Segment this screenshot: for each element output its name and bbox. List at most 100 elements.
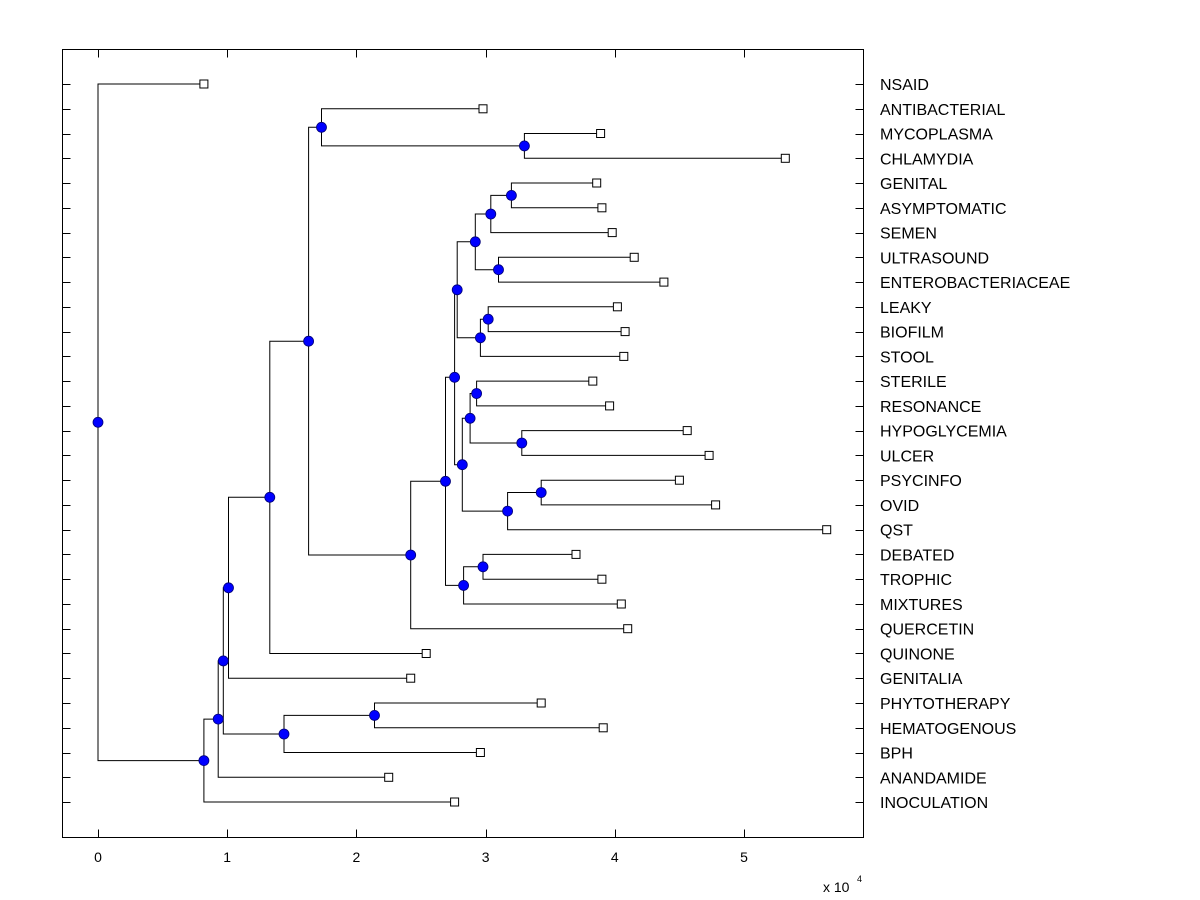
leaf-labels: NSAID ANTIBACTERIAL MYCOPLASMA CHLAMYDIA GEN… (880, 77, 1070, 812)
leaf-marker (384, 772, 394, 782)
tree-edge (222, 660, 284, 735)
x-tick-label: 3 (482, 849, 490, 865)
internal-node (535, 487, 547, 498)
internal-node (502, 505, 514, 517)
leaf-marker (597, 574, 607, 584)
internal-node (264, 491, 276, 503)
leaf-marker (623, 624, 633, 634)
internal-node (505, 189, 517, 201)
leaf-label: STERILE (880, 374, 947, 391)
internal-node (212, 713, 224, 725)
leaf-marker (612, 302, 622, 312)
leaf-marker (450, 797, 460, 807)
leaf-label: ULCER (880, 448, 934, 465)
leaf-label: RESONANCE (880, 399, 981, 416)
x-tick-label: 1 (223, 849, 231, 865)
tree-edge (321, 108, 483, 128)
leaf-marker (704, 450, 714, 460)
leaf-marker (780, 153, 790, 163)
tree-edge (507, 492, 542, 512)
tree-edge (410, 480, 446, 555)
tree-edge (283, 734, 481, 753)
tree-edge (283, 714, 375, 734)
x-multiplier-label: x 10 (823, 879, 850, 895)
leaf-label: MYCOPLASMA (880, 127, 993, 144)
internal-node (303, 335, 315, 347)
internal-node (451, 284, 463, 296)
leaf-label: PHYTOTHERAPY (880, 696, 1011, 713)
tree-edge (269, 497, 427, 654)
axis-ticks (62, 49, 864, 838)
leaf-label: LEAKY (880, 300, 932, 317)
tree-edge (217, 719, 389, 778)
leaf-label: GENITALIA (880, 671, 963, 688)
leaf-label: MIXTURES (880, 597, 963, 614)
leaf-label: BIOFILM (880, 325, 944, 342)
internal-node (278, 728, 290, 740)
internal-node (92, 416, 104, 428)
leaf-marker (596, 129, 606, 138)
leaf-marker (659, 277, 669, 287)
internal-node (405, 549, 417, 561)
leaf-marker (619, 351, 629, 361)
internal-node (471, 388, 483, 399)
leaf-marker (592, 178, 602, 188)
tree-edge (228, 496, 270, 588)
leaf-label: PSYCINFO (880, 473, 962, 490)
leaf-marker (571, 549, 581, 559)
tree-edge (507, 511, 827, 531)
tree-edge (321, 127, 525, 147)
tree-edge (203, 760, 455, 803)
internal-node (198, 755, 210, 766)
leaf-label: DEBATED (880, 547, 954, 564)
leaf-label: CHLAMYDIA (880, 151, 974, 168)
leaf-label: HYPOGLYCEMIA (880, 424, 1007, 441)
x-tick-label: 2 (353, 849, 361, 865)
leaf-label: STOOL (880, 349, 934, 366)
leaf-label: HEMATOGENOUS (880, 721, 1016, 738)
leaf-marker (616, 599, 626, 609)
leaf-markers (199, 79, 832, 807)
tree-edge (308, 341, 411, 556)
internal-node (477, 561, 489, 573)
leaf-marker (475, 748, 485, 757)
leaf-marker (674, 475, 684, 485)
leaf-label: ASYMPTOMATIC (880, 201, 1007, 218)
internal-node (449, 371, 461, 383)
tree-edge (463, 585, 622, 605)
tree-edge (228, 587, 411, 679)
internal-node (217, 655, 229, 667)
internal-node (316, 121, 327, 133)
leaf-label: SEMEN (880, 226, 937, 243)
internal-node (440, 475, 451, 487)
leaf-label: INOCULATION (880, 795, 988, 812)
leaf-label: NSAID (880, 77, 929, 94)
leaf-marker (588, 376, 598, 386)
axes-box (62, 49, 864, 838)
internal-node (485, 208, 497, 220)
leaf-marker (607, 228, 617, 238)
internal-node (464, 412, 476, 424)
leaf-marker (620, 327, 630, 337)
tree-edge (479, 337, 624, 357)
leaf-label: GENITAL (880, 176, 947, 193)
tree-edge (269, 340, 309, 498)
internal-node (458, 580, 470, 591)
leaf-marker (421, 649, 431, 658)
leaf-marker (711, 500, 721, 510)
internal-node (493, 264, 504, 276)
leaf-marker (199, 79, 209, 89)
x-tick-label: 0 (94, 849, 102, 865)
tree-edge (456, 241, 476, 290)
internal-node (519, 140, 530, 152)
x-multiplier-exponent: 4 (857, 874, 862, 884)
leaf-label: ANTIBACTERIAL (880, 102, 1005, 119)
internal-node (516, 437, 528, 449)
tree-edge (461, 464, 508, 512)
leaf-marker (478, 104, 488, 114)
internal-node-markers (92, 121, 547, 766)
leaf-label: ULTRASOUND (880, 250, 989, 267)
internal-node (482, 313, 494, 325)
tree-edge (469, 418, 522, 444)
tree-edges (97, 83, 827, 803)
